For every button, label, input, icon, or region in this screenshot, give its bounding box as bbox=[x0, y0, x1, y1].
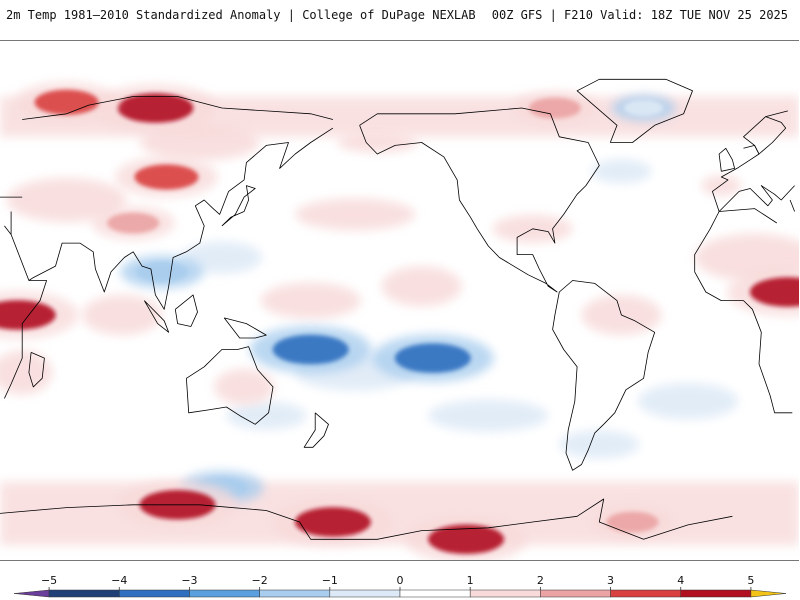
legend-bin-10 bbox=[680, 589, 752, 598]
anomaly-patch-5 bbox=[6, 178, 127, 222]
color-legend-bar bbox=[13, 587, 787, 598]
map-title: 2m Temp 1981–2010 Standardized Anomaly |… bbox=[6, 8, 476, 22]
coastline-0 bbox=[359, 107, 600, 293]
anomaly-patch-2 bbox=[260, 282, 361, 319]
anomaly-feature-0 bbox=[117, 93, 194, 123]
anomaly-patch-9 bbox=[559, 430, 640, 459]
map-header: 2m Temp 1981–2010 Standardized Anomaly |… bbox=[0, 0, 800, 36]
legend-tick-label: 5 bbox=[747, 574, 755, 587]
coastline-11 bbox=[186, 346, 274, 425]
coastline-15 bbox=[143, 300, 170, 333]
anomaly-patch-19 bbox=[214, 368, 275, 405]
legend-bin-7 bbox=[469, 589, 541, 598]
legend-tick-label: 2 bbox=[536, 574, 544, 587]
legend-tick-label: −2 bbox=[251, 574, 268, 587]
coastline-10 bbox=[718, 147, 735, 172]
coastline-13 bbox=[223, 317, 267, 339]
legend-tick-label: −3 bbox=[181, 574, 198, 587]
legend-bin-9 bbox=[610, 589, 681, 598]
anomaly-patch-8 bbox=[226, 401, 307, 430]
legend-tick-label: −4 bbox=[111, 574, 128, 587]
coastline-9 bbox=[221, 185, 256, 227]
anomaly-feature-2 bbox=[528, 97, 581, 119]
anomaly-patch-7 bbox=[428, 399, 549, 432]
legend-bin-11 bbox=[750, 589, 787, 598]
anomaly-patch-17 bbox=[82, 295, 163, 335]
coastline-16 bbox=[0, 498, 733, 540]
anomaly-patch-14 bbox=[337, 132, 418, 153]
anomaly-feature-1 bbox=[34, 89, 99, 115]
anomaly-feature-15 bbox=[606, 511, 659, 533]
color-legend: −5 −4 −3 −2 −1 0 1 2 3 4 5 bbox=[0, 568, 800, 600]
legend-bin-8 bbox=[540, 589, 611, 598]
legend-bin-0 bbox=[13, 589, 50, 598]
coastlines bbox=[0, 78, 795, 540]
anomaly-map bbox=[0, 40, 799, 561]
legend-tick-label: 4 bbox=[677, 574, 685, 587]
anomaly-band-0 bbox=[0, 481, 799, 545]
anomaly-feature-4 bbox=[134, 164, 199, 190]
coastline-1 bbox=[576, 78, 693, 143]
anomaly-feature-6 bbox=[136, 261, 189, 283]
anomaly-feature-7 bbox=[749, 277, 799, 307]
anomaly-feature-13 bbox=[294, 507, 371, 537]
legend-tick-label: −1 bbox=[321, 574, 338, 587]
legend-bin-1 bbox=[48, 589, 120, 598]
anomaly-feature-14 bbox=[428, 524, 505, 555]
legend-bin-5 bbox=[329, 589, 401, 598]
legend-tick-label: 3 bbox=[607, 574, 615, 587]
legend-bin-3 bbox=[189, 589, 260, 598]
model-run-info: 00Z GFS | F210 Valid: 18Z TUE NOV 25 202… bbox=[491, 8, 788, 22]
anomaly-feature-8 bbox=[0, 300, 56, 330]
anomaly-feature-9 bbox=[272, 334, 349, 365]
anomaly-patch-18 bbox=[701, 175, 742, 196]
coastline-5 bbox=[22, 96, 788, 212]
coastline-7 bbox=[0, 185, 795, 235]
legend-bin-2 bbox=[119, 589, 190, 598]
anomaly-patch-13 bbox=[139, 124, 260, 161]
anomaly-feature-5 bbox=[107, 212, 160, 234]
coastline-14 bbox=[174, 294, 198, 327]
legend-tick-label: 1 bbox=[466, 574, 474, 587]
coastline-6 bbox=[28, 127, 334, 310]
coastline-3 bbox=[4, 208, 793, 414]
anomaly-map-canvas bbox=[0, 78, 799, 560]
legend-bin-6 bbox=[399, 589, 471, 598]
anomaly-feature-3 bbox=[623, 99, 664, 117]
anomaly-patch-1 bbox=[381, 266, 462, 307]
anomaly-patch-11 bbox=[181, 241, 262, 274]
legend-bin-4 bbox=[259, 589, 331, 598]
anomaly-patch-6 bbox=[638, 383, 739, 420]
coastline-8 bbox=[743, 116, 787, 155]
anomaly-patch-0 bbox=[295, 198, 416, 231]
legend-tick-label: 0 bbox=[396, 574, 404, 587]
coastline-4 bbox=[28, 352, 45, 388]
anomaly-field bbox=[0, 82, 799, 560]
legend-tick-label: −5 bbox=[40, 574, 58, 587]
anomaly-feature-10 bbox=[394, 343, 471, 373]
anomaly-patch-12 bbox=[591, 159, 652, 184]
coastline-12 bbox=[303, 412, 329, 448]
anomaly-patch-15 bbox=[0, 350, 53, 395]
coastline-2 bbox=[552, 280, 656, 471]
